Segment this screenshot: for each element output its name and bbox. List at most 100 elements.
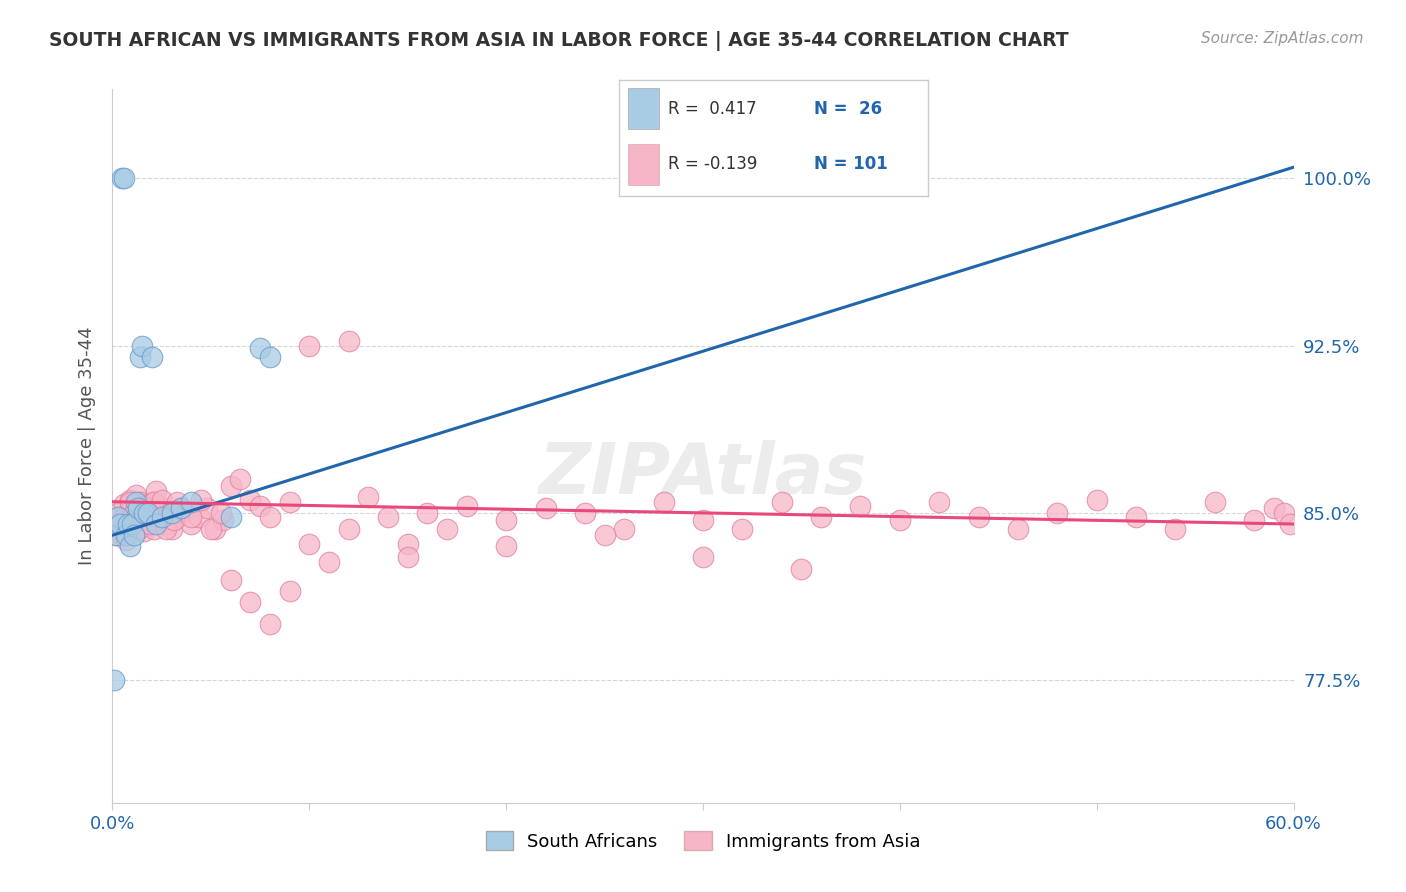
Immigrants from Asia [121, 501, 143, 516]
Immigrants from Asia [928, 494, 950, 508]
Immigrants from Asia [692, 550, 714, 565]
Immigrants from Asia [127, 521, 149, 535]
Immigrants from Asia [692, 512, 714, 526]
Immigrants from Asia [1204, 494, 1226, 508]
South Africans [127, 501, 149, 516]
Immigrants from Asia [111, 528, 134, 542]
Immigrants from Asia [170, 501, 193, 516]
Immigrants from Asia [190, 492, 212, 507]
South Africans [160, 506, 183, 520]
Immigrants from Asia [396, 550, 419, 565]
Immigrants from Asia [115, 533, 138, 547]
South Africans [117, 516, 139, 531]
Immigrants from Asia [135, 501, 157, 516]
Immigrants from Asia [259, 510, 281, 524]
Immigrants from Asia [156, 516, 179, 531]
Legend: South Africans, Immigrants from Asia: South Africans, Immigrants from Asia [478, 824, 928, 858]
Immigrants from Asia [278, 584, 301, 599]
Immigrants from Asia [160, 521, 183, 535]
Immigrants from Asia [141, 494, 163, 508]
Immigrants from Asia [436, 521, 458, 535]
Immigrants from Asia [142, 494, 165, 508]
Immigrants from Asia [180, 510, 202, 524]
Immigrants from Asia [889, 512, 911, 526]
Text: ZIPAtlas: ZIPAtlas [538, 440, 868, 509]
Immigrants from Asia [229, 472, 252, 486]
Immigrants from Asia [142, 521, 165, 535]
Immigrants from Asia [574, 506, 596, 520]
South Africans [107, 510, 129, 524]
Text: SOUTH AFRICAN VS IMMIGRANTS FROM ASIA IN LABOR FORCE | AGE 35-44 CORRELATION CHA: SOUTH AFRICAN VS IMMIGRANTS FROM ASIA IN… [49, 31, 1069, 51]
Immigrants from Asia [219, 573, 242, 587]
Immigrants from Asia [146, 510, 169, 524]
Immigrants from Asia [1243, 512, 1265, 526]
Immigrants from Asia [770, 494, 793, 508]
Immigrants from Asia [149, 510, 172, 524]
Immigrants from Asia [416, 506, 439, 520]
Immigrants from Asia [150, 492, 173, 507]
Immigrants from Asia [1007, 521, 1029, 535]
Immigrants from Asia [259, 617, 281, 632]
Immigrants from Asia [105, 528, 128, 542]
South Africans [110, 516, 132, 531]
Immigrants from Asia [132, 524, 155, 538]
Immigrants from Asia [159, 506, 181, 520]
South Africans [180, 494, 202, 508]
South Africans [141, 350, 163, 364]
Immigrants from Asia [117, 528, 139, 542]
Immigrants from Asia [200, 521, 222, 535]
Immigrants from Asia [1272, 506, 1295, 520]
Immigrants from Asia [131, 512, 153, 526]
Immigrants from Asia [377, 510, 399, 524]
South Africans [115, 528, 138, 542]
Immigrants from Asia [298, 338, 321, 352]
Immigrants from Asia [204, 521, 226, 535]
Immigrants from Asia [111, 512, 134, 526]
Immigrants from Asia [122, 506, 145, 520]
FancyBboxPatch shape [628, 88, 659, 129]
Immigrants from Asia [172, 503, 194, 517]
Immigrants from Asia [534, 501, 557, 516]
Immigrants from Asia [790, 561, 813, 575]
Text: Source: ZipAtlas.com: Source: ZipAtlas.com [1201, 31, 1364, 46]
South Africans [131, 338, 153, 352]
Immigrants from Asia [107, 506, 129, 520]
South Africans [170, 501, 193, 516]
Immigrants from Asia [849, 499, 872, 513]
Immigrants from Asia [120, 494, 142, 508]
South Africans [145, 516, 167, 531]
Immigrants from Asia [357, 490, 380, 504]
Immigrants from Asia [278, 494, 301, 508]
South Africans [111, 171, 134, 186]
Immigrants from Asia [136, 512, 159, 526]
Immigrants from Asia [337, 521, 360, 535]
Immigrants from Asia [318, 555, 340, 569]
Immigrants from Asia [162, 512, 184, 526]
Immigrants from Asia [219, 479, 242, 493]
South Africans [125, 494, 148, 508]
Immigrants from Asia [125, 488, 148, 502]
Immigrants from Asia [810, 510, 832, 524]
South Africans [132, 506, 155, 520]
Immigrants from Asia [1164, 521, 1187, 535]
Immigrants from Asia [337, 334, 360, 348]
Immigrants from Asia [166, 510, 188, 524]
Immigrants from Asia [1263, 501, 1285, 516]
South Africans [105, 528, 128, 542]
Immigrants from Asia [122, 516, 145, 531]
Immigrants from Asia [188, 510, 211, 524]
Immigrants from Asia [152, 501, 174, 516]
South Africans [129, 350, 152, 364]
Immigrants from Asia [166, 494, 188, 508]
Immigrants from Asia [110, 521, 132, 535]
Immigrants from Asia [120, 492, 142, 507]
Immigrants from Asia [613, 521, 636, 535]
Immigrants from Asia [211, 512, 233, 526]
Immigrants from Asia [239, 595, 262, 609]
Immigrants from Asia [967, 510, 990, 524]
Immigrants from Asia [1046, 506, 1069, 520]
Immigrants from Asia [135, 499, 157, 513]
Text: R =  0.417: R = 0.417 [668, 100, 756, 119]
South Africans [121, 516, 143, 531]
Immigrants from Asia [652, 494, 675, 508]
